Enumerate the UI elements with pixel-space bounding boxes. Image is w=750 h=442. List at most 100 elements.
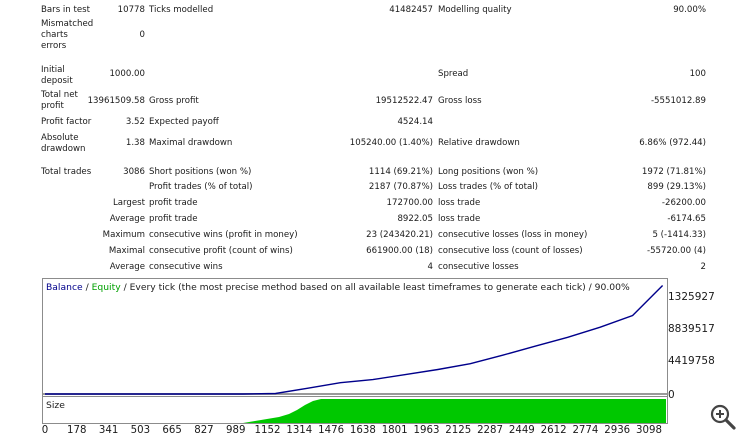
maxdd-label: Maximal drawdown bbox=[149, 138, 233, 148]
profit-trades-label: Profit trades (% of total) bbox=[149, 182, 253, 192]
bars-label: Bars in test bbox=[41, 5, 90, 15]
y-label-top: 1325927 bbox=[668, 291, 715, 303]
average-loss-trade-value: -6174.65 bbox=[667, 214, 706, 224]
size-chart-svg bbox=[243, 399, 666, 423]
x-label: 3098 bbox=[636, 425, 662, 436]
x-label: 2774 bbox=[572, 425, 599, 436]
reldd-label: Relative drawdown bbox=[438, 138, 520, 148]
x-label: 1152 bbox=[254, 425, 281, 436]
absdd-value: 1.38 bbox=[125, 138, 145, 148]
maximal-label: Maximal bbox=[108, 246, 145, 256]
x-label: 1638 bbox=[349, 425, 376, 436]
x-label: 827 bbox=[194, 425, 214, 436]
spread-value: 100 bbox=[689, 69, 706, 79]
mismatch-label-1: Mismatched bbox=[41, 19, 94, 29]
profit-trades-value: 2187 (70.87%) bbox=[368, 182, 433, 192]
maximal-consecutive-loss-label: consecutive loss (count of losses) bbox=[438, 246, 583, 256]
mismatch-label-2: charts bbox=[41, 30, 68, 40]
ticks-value: 41482457 bbox=[389, 5, 433, 15]
maximal-consecutive-profit-value: 661900.00 (18) bbox=[366, 246, 433, 256]
modelling-quality-value: 90.00% bbox=[673, 5, 706, 15]
loss-trades-label: Loss trades (% of total) bbox=[438, 182, 538, 192]
grossloss-value: -5551012.89 bbox=[650, 96, 706, 106]
mismatch-label-3: errors bbox=[41, 41, 67, 51]
initial-value: 1000.00 bbox=[109, 69, 145, 79]
long-positions-value: 1972 (71.81%) bbox=[641, 167, 706, 177]
expected-payoff-label: Expected payoff bbox=[149, 117, 219, 127]
balance-graph: Balance / Equity / Every tick (the most … bbox=[42, 278, 668, 399]
x-label: 1314 bbox=[286, 425, 313, 436]
avg-consecutive-losses-value: 2 bbox=[700, 262, 706, 272]
profitfactor-value: 3.52 bbox=[125, 117, 145, 127]
reldd-value: 6.86% (972.44) bbox=[639, 138, 706, 148]
graph-legend: Balance / Equity / Every tick (the most … bbox=[46, 282, 630, 293]
average-loss-trade-label: loss trade bbox=[438, 214, 481, 224]
maximal-consecutive-loss-value: -55720.00 (4) bbox=[646, 246, 706, 256]
largest-profit-trade-label: profit trade bbox=[149, 198, 198, 208]
absdd-label-2: drawdown bbox=[41, 144, 86, 154]
largest-loss-trade-label: loss trade bbox=[438, 198, 481, 208]
long-positions-label: Long positions (won %) bbox=[438, 167, 539, 177]
x-label: 2287 bbox=[477, 425, 504, 436]
largest-loss-trade-value: -26200.00 bbox=[661, 198, 706, 208]
short-positions-value: 1114 (69.21%) bbox=[368, 167, 433, 177]
size-label: Size bbox=[46, 400, 65, 411]
legend-separator: / bbox=[82, 282, 92, 293]
largest-profit-trade-value: 172700.00 bbox=[386, 198, 433, 208]
max-consecutive-wins-label: consecutive wins (profit in money) bbox=[149, 230, 298, 240]
y-label-3: 4419758 bbox=[668, 355, 715, 367]
expected-payoff-value: 4524.14 bbox=[397, 117, 433, 127]
maxdd-value: 105240.00 (1.40%) bbox=[349, 138, 433, 148]
x-label: 2936 bbox=[604, 425, 631, 436]
legend-balance: Balance bbox=[46, 282, 83, 293]
x-label: 0 bbox=[41, 425, 49, 436]
x-label: 1476 bbox=[318, 425, 345, 436]
initial-label-1: Initial bbox=[41, 65, 65, 75]
bars-value: 10778 bbox=[117, 5, 145, 15]
total-trades-value: 3086 bbox=[123, 167, 145, 177]
netprofit-value: 13961509.58 bbox=[87, 96, 145, 106]
grossprofit-value: 19512522.47 bbox=[375, 96, 433, 106]
max-consecutive-wins-value: 23 (243420.21) bbox=[366, 230, 433, 240]
x-label: 2612 bbox=[540, 425, 567, 436]
average-profit-trade-value: 8922.05 bbox=[397, 214, 433, 224]
ticks-label: Ticks modelled bbox=[149, 5, 214, 15]
balance-chart-svg bbox=[43, 285, 667, 395]
short-positions-label: Short positions (won %) bbox=[149, 167, 252, 177]
grossprofit-label: Gross profit bbox=[149, 96, 199, 106]
maximal-consecutive-profit-label: consecutive profit (count of wins) bbox=[149, 246, 293, 256]
legend-equity: Equity bbox=[91, 282, 121, 293]
average-label: Average bbox=[109, 214, 145, 224]
max-consecutive-losses-value: 5 (-1414.33) bbox=[652, 230, 706, 240]
x-label: 989 bbox=[226, 425, 246, 436]
size-area bbox=[243, 399, 666, 423]
absdd-label-1: Absolute bbox=[41, 133, 79, 143]
mismatch-value: 0 bbox=[139, 30, 145, 40]
x-label: 1963 bbox=[413, 425, 440, 436]
initial-label-2: deposit bbox=[41, 76, 73, 86]
y-label-zero: 0 bbox=[668, 389, 675, 401]
grossloss-label: Gross loss bbox=[438, 96, 482, 106]
zoom-in-icon[interactable] bbox=[708, 402, 738, 432]
size-graph: Size bbox=[42, 396, 668, 424]
x-label: 178 bbox=[67, 425, 87, 436]
x-label: 2449 bbox=[508, 425, 535, 436]
balance-line bbox=[45, 285, 664, 395]
maximum-label: Maximum bbox=[102, 230, 145, 240]
x-label: 2125 bbox=[445, 425, 472, 436]
netprofit-label-2: profit bbox=[41, 101, 64, 111]
avg-consecutive-losses-label: consecutive losses bbox=[438, 262, 519, 272]
average-profit-trade-label: profit trade bbox=[149, 214, 198, 224]
largest-label: Largest bbox=[112, 198, 145, 208]
netprofit-label-1: Total net bbox=[41, 90, 78, 100]
legend-description: / Every tick (the most precise method ba… bbox=[120, 282, 630, 293]
x-label: 665 bbox=[162, 425, 182, 436]
x-label: 503 bbox=[130, 425, 151, 436]
avg-consecutive-wins-label: consecutive wins bbox=[149, 262, 223, 272]
max-consecutive-losses-label: consecutive losses (loss in money) bbox=[438, 230, 588, 240]
modelling-quality-label: Modelling quality bbox=[438, 5, 512, 15]
profitfactor-label: Profit factor bbox=[41, 117, 92, 127]
spread-label: Spread bbox=[438, 69, 469, 79]
x-label: 341 bbox=[98, 425, 119, 436]
avg-consecutive-label: Average bbox=[109, 262, 145, 272]
